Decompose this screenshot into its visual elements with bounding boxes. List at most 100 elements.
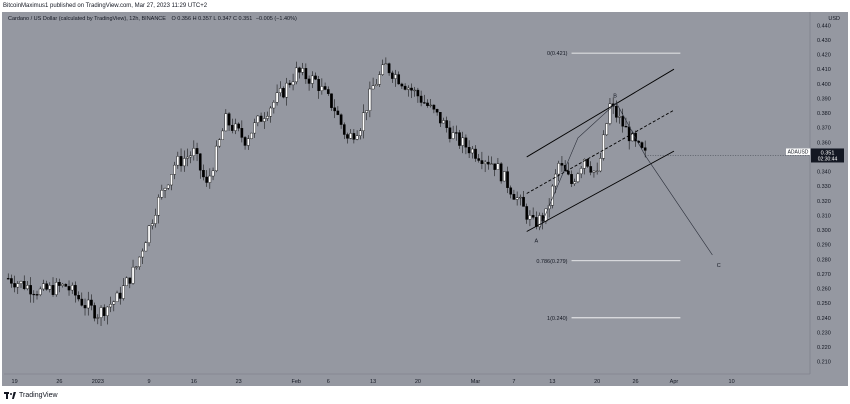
- candle: [272, 102, 276, 109]
- y-tick-label: 0.210: [817, 360, 831, 366]
- x-tick-label: Feb: [292, 379, 301, 385]
- candle: [51, 285, 55, 295]
- legend-ohlc: O 0.356 H 0.357 L 0.347 C 0.351: [171, 16, 253, 22]
- y-tick-label: 0.320: [817, 199, 831, 205]
- candle: [474, 148, 477, 159]
- candle: [390, 72, 394, 79]
- candle: [243, 137, 247, 146]
- candle: [346, 134, 349, 139]
- candle: [464, 137, 468, 148]
- candle: [48, 285, 52, 290]
- y-tick-label: 0.290: [817, 243, 831, 249]
- candle: [381, 64, 385, 75]
- candle: [451, 132, 455, 139]
- candle: [259, 115, 263, 122]
- fib-level-label: 0(0.421): [547, 51, 568, 57]
- wave-label: C: [717, 263, 721, 269]
- legend-symbol: Cardano / US Dollar (calculated by Tradi…: [8, 16, 166, 22]
- candle: [262, 118, 266, 122]
- y-tick-label: 0.230: [817, 330, 831, 336]
- candle: [186, 156, 189, 159]
- tradingview-logo[interactable]: TradingView: [4, 392, 58, 399]
- candle: [394, 74, 397, 79]
- candle: [538, 215, 541, 227]
- candle: [608, 103, 612, 124]
- candle: [122, 285, 125, 299]
- fib-level-label: 1(0.240): [547, 316, 568, 322]
- candle: [35, 294, 39, 296]
- candle: [349, 133, 353, 139]
- candle: [278, 88, 282, 93]
- candle: [358, 130, 362, 136]
- candle: [512, 193, 516, 200]
- candle: [250, 132, 253, 139]
- candle: [624, 126, 628, 128]
- candle: [605, 123, 609, 136]
- y-tick-label: 0.400: [817, 82, 831, 88]
- candle: [640, 142, 644, 148]
- x-tick-label: 6: [327, 379, 330, 385]
- x-tick-label: 2023: [92, 379, 104, 385]
- candle: [378, 74, 381, 85]
- candle: [58, 282, 61, 286]
- candle: [96, 317, 100, 319]
- candle: [426, 102, 429, 107]
- candle: [560, 163, 564, 166]
- candle: [576, 173, 580, 183]
- symbol-tag-label: ADAUSD: [788, 149, 809, 155]
- candle: [435, 109, 439, 113]
- candle: [470, 148, 474, 154]
- x-tick-label: 23: [236, 379, 242, 385]
- x-tick-label: Apr: [670, 379, 679, 385]
- chart-area[interactable]: [2, 12, 848, 386]
- candle: [118, 292, 122, 299]
- x-tick-label: 13: [549, 379, 555, 385]
- candle: [93, 305, 96, 319]
- candle: [579, 168, 583, 175]
- candle: [74, 285, 77, 296]
- candle: [86, 299, 90, 309]
- candle: [531, 215, 535, 218]
- candle: [224, 113, 228, 132]
- candle: [179, 156, 183, 167]
- candle: [525, 206, 529, 220]
- candle: [570, 174, 573, 184]
- candle: [157, 197, 160, 216]
- candle: [384, 63, 388, 66]
- x-tick-label: 7: [512, 379, 515, 385]
- candle: [355, 135, 359, 140]
- candle: [208, 175, 212, 183]
- candle: [90, 299, 93, 306]
- candle: [288, 82, 292, 86]
- candle: [256, 115, 260, 123]
- x-tick-label: 9: [148, 379, 151, 385]
- candle: [189, 155, 192, 158]
- candle: [595, 170, 599, 172]
- y-tick-label: 0.420: [817, 53, 831, 59]
- x-tick-label: Mar: [471, 379, 481, 385]
- candle: [269, 107, 272, 117]
- y-tick-label: 0.440: [817, 23, 831, 29]
- y-tick-label: 0.250: [817, 301, 831, 307]
- candle: [615, 106, 618, 118]
- candle: [400, 83, 404, 87]
- candle: [282, 88, 285, 98]
- candle: [506, 171, 509, 188]
- candle: [330, 93, 333, 108]
- candle: [275, 92, 279, 103]
- candle: [419, 95, 423, 103]
- candle: [413, 89, 417, 92]
- candle: [567, 170, 570, 175]
- candle: [147, 225, 151, 243]
- candle: [583, 159, 586, 169]
- candle: [61, 283, 64, 286]
- candle: [150, 223, 154, 227]
- footer-bar: TradingView: [0, 390, 850, 404]
- wave-label: A: [534, 238, 538, 244]
- candle: [307, 78, 311, 84]
- candle: [38, 288, 42, 295]
- candle: [64, 283, 68, 287]
- x-tick-label: 10: [729, 379, 735, 385]
- candle: [211, 170, 215, 177]
